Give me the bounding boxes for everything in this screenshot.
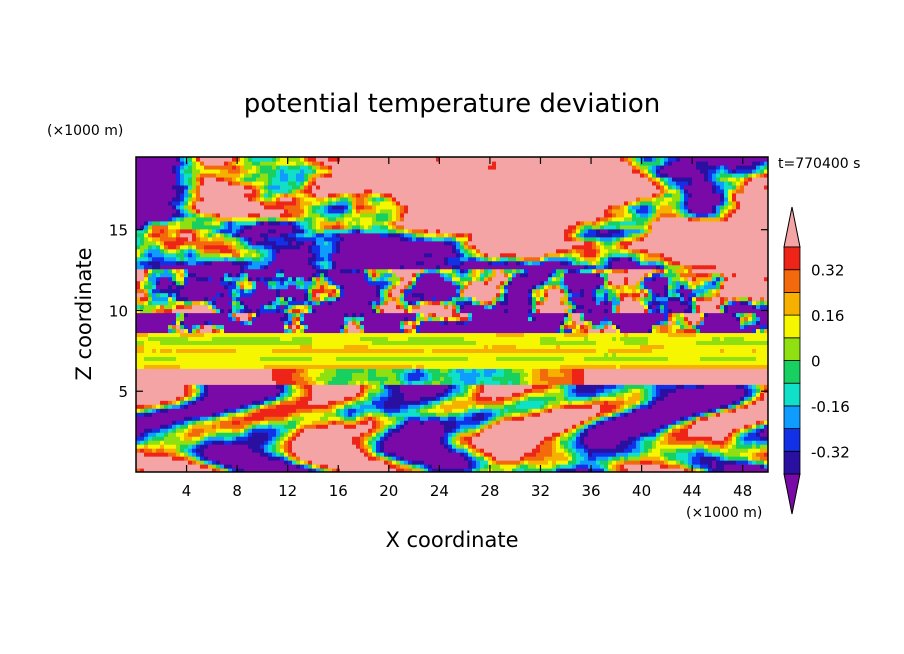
contour-field: [136, 157, 768, 472]
time-label: t=770400 s: [778, 156, 860, 172]
colorbar-bin: [783, 337, 801, 361]
x-tick-label: 28: [480, 482, 499, 500]
y-axis-ticks: 5 10 15: [109, 222, 768, 401]
x-tick-label: 20: [379, 482, 398, 500]
x-axis-label: X coordinate: [385, 528, 518, 552]
y-axis-label: Z coordinate: [72, 247, 96, 380]
colorbar-bin: [783, 291, 801, 316]
colorbar-tick-label: 0: [811, 353, 821, 371]
colorbar-tick-label: 0.16: [811, 307, 844, 325]
x-tick-label: 32: [531, 482, 550, 500]
colorbar-bin: [783, 314, 801, 339]
x-tick-label: 12: [278, 482, 297, 500]
colorbar-bin: [783, 269, 801, 293]
x-tick-label: 40: [632, 482, 651, 500]
x-axis-ticks: 4 8 12 16 20 24 28 32 36 40 44 48: [182, 157, 752, 500]
x-tick-label: 16: [329, 482, 348, 500]
x-tick-label: 48: [733, 482, 752, 500]
x-unit-label: (×1000 m): [686, 505, 762, 521]
y-tick-label: 15: [109, 222, 128, 240]
x-tick-label: 36: [581, 482, 600, 500]
colorbar-bin: [783, 450, 801, 475]
colorbar-bin: [783, 360, 801, 384]
colorbar-tick-label: -0.16: [811, 398, 850, 416]
colorbar-bin: [783, 405, 801, 429]
colorbar-bin: [783, 246, 801, 271]
plot-frame: [135, 156, 769, 473]
colorbar-tick-label: 0.32: [811, 262, 844, 280]
plot-area: [135, 156, 769, 473]
colorbar-bin: [783, 382, 801, 407]
colorbar-bin: [783, 428, 801, 452]
y-tick-label: 5: [118, 383, 128, 401]
x-tick-label: 44: [683, 482, 702, 500]
x-tick-label: 4: [182, 482, 192, 500]
colorbar: 0.32 0.16 0 -0.16 -0.32: [783, 206, 850, 515]
chart-title: potential temperature deviation: [244, 89, 660, 119]
x-tick-label: 24: [430, 482, 449, 500]
y-tick-label: 10: [109, 302, 128, 320]
colorbar-tick-label: -0.32: [811, 443, 850, 461]
y-unit-label: (×1000 m): [47, 123, 123, 139]
x-tick-label: 8: [232, 482, 242, 500]
